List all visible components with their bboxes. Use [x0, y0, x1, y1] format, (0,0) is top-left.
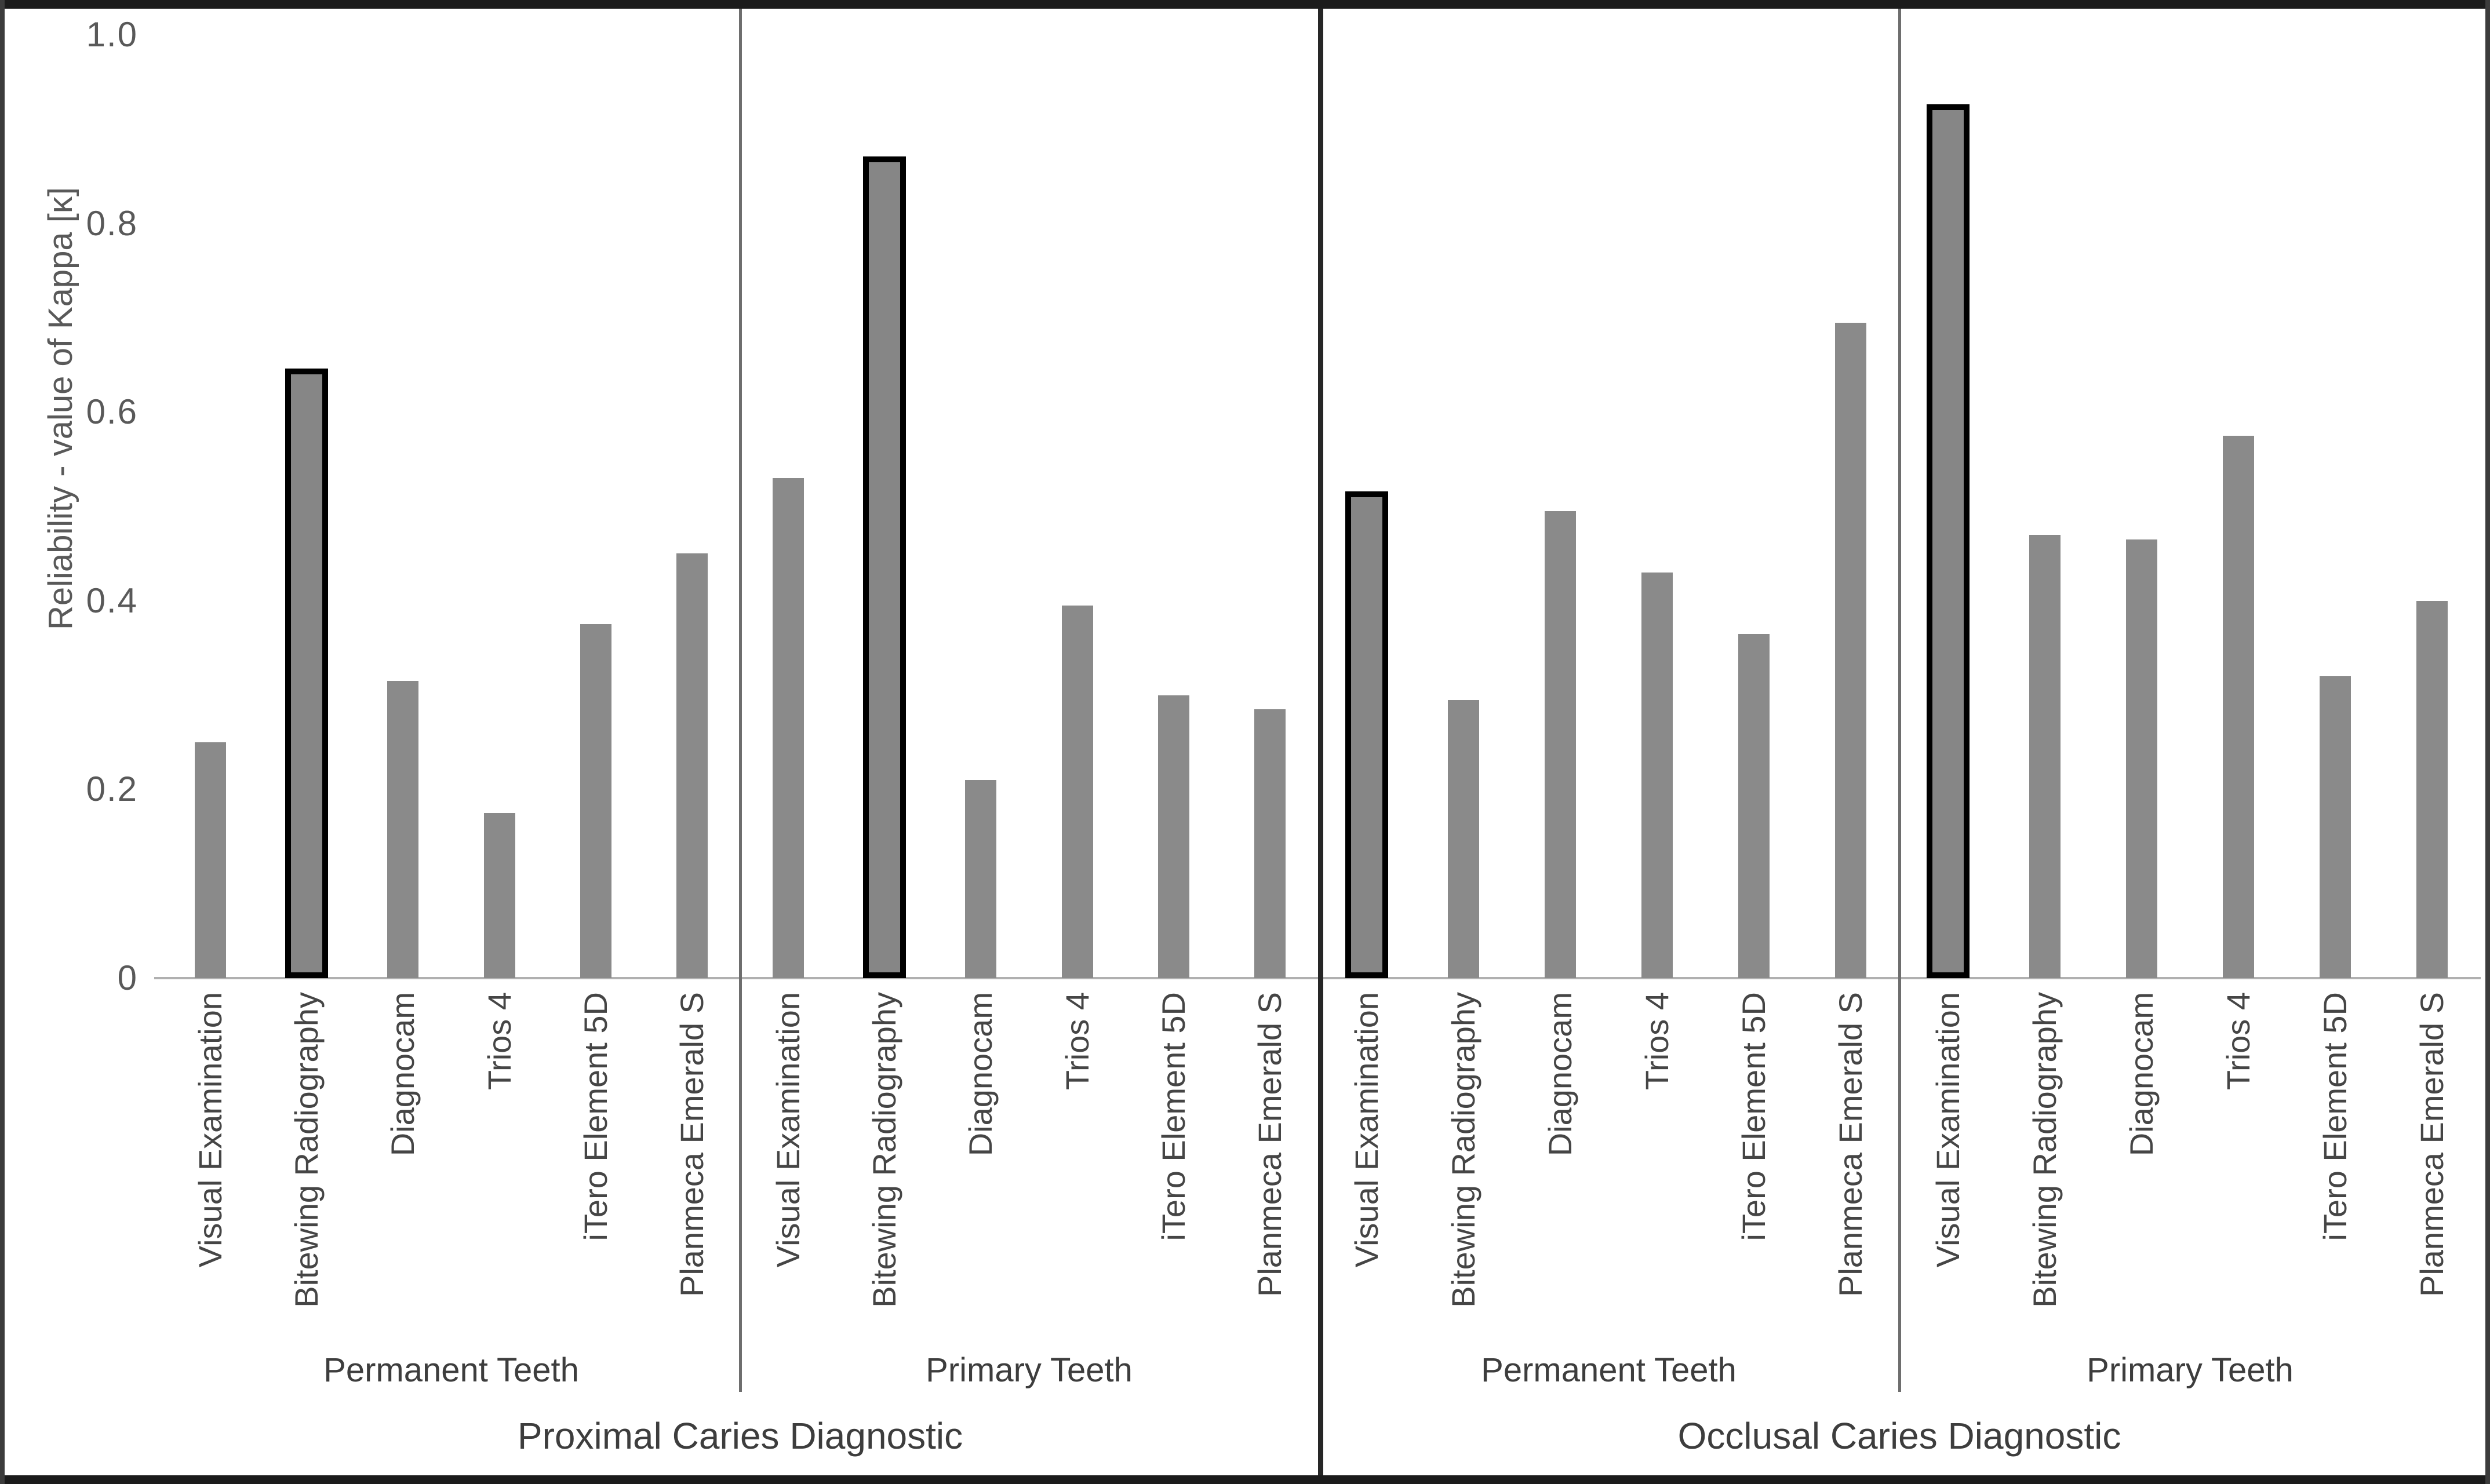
x-label-proximal-caries-diagnostic-permanent-teeth-itero-element-5d: iTero Element 5D — [577, 992, 614, 1241]
bar-proximal-caries-diagnostic-primary-teeth-diagnocam — [965, 780, 997, 978]
bar-proximal-caries-diagnostic-permanent-teeth-bitewing-radiography — [285, 369, 329, 978]
x-label-occlusal-caries-diagnostic-primary-teeth-trios-4: Trios 4 — [2220, 992, 2257, 1091]
bar-occlusal-caries-diagnostic-primary-teeth-diagnocam — [2125, 539, 2157, 978]
bar-proximal-caries-diagnostic-permanent-teeth-planmeca-emerald-s — [676, 553, 708, 978]
x-label-occlusal-caries-diagnostic-primary-teeth-itero-element-5d: iTero Element 5D — [2317, 992, 2354, 1241]
x-label-proximal-caries-diagnostic-permanent-teeth-diagnocam: Diagnocam — [384, 992, 421, 1157]
separator-panels — [1318, 9, 1323, 1475]
bar-occlusal-caries-diagnostic-permanent-teeth-visual-examination — [1345, 491, 1388, 978]
bar-occlusal-caries-diagnostic-permanent-teeth-diagnocam — [1544, 511, 1576, 978]
y-tick-0.8: 0.8 — [86, 203, 138, 243]
x-label-proximal-caries-diagnostic-primary-teeth-trios-4: Trios 4 — [1058, 992, 1095, 1091]
x-label-proximal-caries-diagnostic-primary-teeth-diagnocam: Diagnocam — [962, 992, 999, 1157]
bar-proximal-caries-diagnostic-primary-teeth-bitewing-radiography — [863, 156, 907, 978]
y-tick-0.6: 0.6 — [86, 392, 138, 432]
x-label-proximal-caries-diagnostic-permanent-teeth-planmeca-emerald-s: Planmeca Emerald S — [673, 992, 710, 1297]
x-label-occlusal-caries-diagnostic-permanent-teeth-planmeca-emerald-s: Planmeca Emerald S — [1832, 992, 1869, 1297]
x-label-occlusal-caries-diagnostic-permanent-teeth-itero-element-5d: iTero Element 5D — [1735, 992, 1772, 1241]
bar-proximal-caries-diagnostic-primary-teeth-visual-examination — [773, 478, 804, 978]
separator-occlusal-caries-diagnostic-groups — [1898, 9, 1901, 1392]
x-label-proximal-caries-diagnostic-permanent-teeth-visual-examination: Visual Examination — [192, 992, 229, 1268]
separator-proximal-caries-diagnostic-groups — [739, 9, 742, 1392]
x-label-proximal-caries-diagnostic-primary-teeth-itero-element-5d: iTero Element 5D — [1155, 992, 1192, 1241]
y-axis-title: Reliability - value of Kappa [κ] — [42, 187, 79, 630]
group-label-proximal-caries-diagnostic-primary-teeth: Primary Teeth — [926, 1351, 1133, 1389]
x-label-occlusal-caries-diagnostic-primary-teeth-diagnocam: Diagnocam — [2123, 992, 2160, 1157]
x-label-occlusal-caries-diagnostic-permanent-teeth-bitewing-radiography: Bitewing Radiography — [1444, 992, 1481, 1308]
bar-occlusal-caries-diagnostic-permanent-teeth-itero-element-5d — [1738, 634, 1770, 978]
x-label-occlusal-caries-diagnostic-primary-teeth-bitewing-radiography: Bitewing Radiography — [2026, 992, 2063, 1308]
bar-proximal-caries-diagnostic-permanent-teeth-trios-4 — [483, 813, 515, 978]
bar-occlusal-caries-diagnostic-permanent-teeth-bitewing-radiography — [1447, 700, 1479, 978]
bar-occlusal-caries-diagnostic-primary-teeth-itero-element-5d — [2320, 676, 2351, 978]
x-axis-line — [154, 977, 2481, 979]
bar-proximal-caries-diagnostic-primary-teeth-trios-4 — [1061, 606, 1093, 978]
group-label-occlusal-caries-diagnostic-primary-teeth: Primary Teeth — [2087, 1351, 2294, 1389]
frame-left — [0, 0, 5, 1484]
bar-proximal-caries-diagnostic-permanent-teeth-diagnocam — [387, 681, 419, 978]
bar-proximal-caries-diagnostic-primary-teeth-planmeca-emerald-s — [1254, 709, 1286, 978]
y-tick-1.0: 1.0 — [86, 15, 138, 54]
x-label-proximal-caries-diagnostic-permanent-teeth-bitewing-radiography: Bitewing Radiography — [288, 992, 325, 1308]
group-label-proximal-caries-diagnostic-permanent-teeth: Permanent Teeth — [323, 1351, 579, 1389]
x-label-occlusal-caries-diagnostic-permanent-teeth-visual-examination: Visual Examination — [1348, 992, 1385, 1268]
frame-top — [0, 0, 2490, 9]
bar-occlusal-caries-diagnostic-permanent-teeth-trios-4 — [1641, 573, 1673, 978]
y-tick-0.2: 0.2 — [86, 770, 138, 809]
group-label-occlusal-caries-diagnostic-permanent-teeth: Permanent Teeth — [1481, 1351, 1737, 1389]
x-label-occlusal-caries-diagnostic-primary-teeth-visual-examination: Visual Examination — [1929, 992, 1966, 1268]
bar-proximal-caries-diagnostic-permanent-teeth-visual-examination — [195, 742, 227, 978]
x-label-proximal-caries-diagnostic-primary-teeth-planmeca-emerald-s: Planmeca Emerald S — [1251, 992, 1288, 1297]
x-label-occlusal-caries-diagnostic-primary-teeth-planmeca-emerald-s: Planmeca Emerald S — [2413, 992, 2451, 1297]
frame-right — [2485, 0, 2490, 1484]
panel-label-proximal-caries-diagnostic: Proximal Caries Diagnostic — [517, 1415, 963, 1457]
bar-occlusal-caries-diagnostic-primary-teeth-trios-4 — [2223, 436, 2255, 978]
bar-proximal-caries-diagnostic-primary-teeth-itero-element-5d — [1157, 695, 1189, 978]
y-tick-0: 0 — [117, 958, 138, 997]
x-label-occlusal-caries-diagnostic-permanent-teeth-diagnocam: Diagnocam — [1541, 992, 1578, 1157]
x-label-proximal-caries-diagnostic-permanent-teeth-trios-4: Trios 4 — [480, 992, 518, 1091]
bar-proximal-caries-diagnostic-permanent-teeth-itero-element-5d — [580, 624, 611, 978]
bar-occlusal-caries-diagnostic-permanent-teeth-planmeca-emerald-s — [1835, 323, 1867, 978]
bar-occlusal-caries-diagnostic-primary-teeth-planmeca-emerald-s — [2416, 601, 2448, 978]
x-label-proximal-caries-diagnostic-primary-teeth-visual-examination: Visual Examination — [770, 992, 807, 1268]
y-tick-0.4: 0.4 — [86, 581, 138, 620]
x-label-proximal-caries-diagnostic-primary-teeth-bitewing-radiography: Bitewing Radiography — [866, 992, 903, 1308]
bar-occlusal-caries-diagnostic-primary-teeth-bitewing-radiography — [2029, 535, 2061, 978]
x-label-occlusal-caries-diagnostic-permanent-teeth-trios-4: Trios 4 — [1639, 992, 1676, 1091]
panel-label-occlusal-caries-diagnostic: Occlusal Caries Diagnostic — [1677, 1415, 2121, 1457]
bar-occlusal-caries-diagnostic-primary-teeth-visual-examination — [1926, 104, 1970, 978]
frame-bottom — [0, 1475, 2490, 1484]
